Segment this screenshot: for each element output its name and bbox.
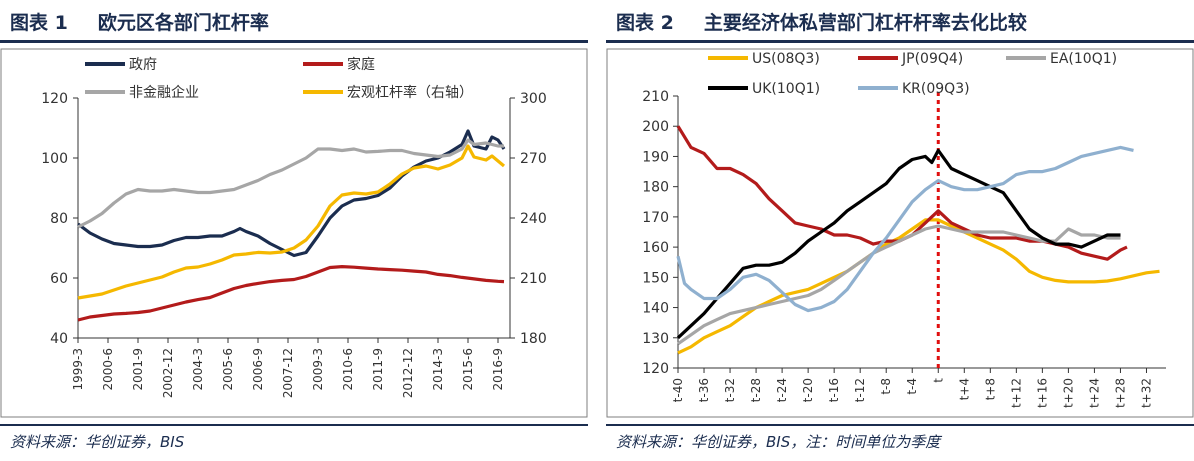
chart-1-x-tick-label: 2004-3 — [191, 348, 205, 391]
chart-1-legend-label-1: 家庭 — [347, 56, 375, 73]
chart-2-x-tick-label: t-8 — [879, 378, 893, 395]
chart-1-x-tick-label: 2002-12 — [161, 348, 175, 398]
figure-1-label: 图表 1 — [10, 12, 68, 34]
chart-2-y-tick-label: 150 — [642, 270, 669, 286]
figure-1-bottom-rule — [0, 424, 588, 426]
figure-2-panel: 图表 2 主要经济体私营部门杠杆杆率去化比较 120 130 140 150 160 170… — [606, 0, 1194, 461]
chart-1-series-line-3 — [77, 144, 506, 300]
chart-1-right-tick-label: 300 — [520, 91, 547, 107]
chart-2-y-tick-label: 180 — [642, 180, 669, 196]
chart-2-x-tick-label: t-28 — [749, 378, 763, 402]
chart-1-x-tick-label: 1999-3 — [71, 348, 85, 391]
chart-2-legend-label-2: EA(10Q1) — [1050, 51, 1117, 67]
chart-2-x-tick-label: t+12 — [1009, 378, 1023, 408]
chart-1-right-tick-label: 210 — [520, 271, 547, 287]
figure-2-top-rule — [606, 40, 1194, 43]
chart-2-y-tick-label: 140 — [642, 301, 669, 317]
figure-2-chart: 120 130 140 150 160 170 180 190 200 210 t-40 t-36 t-… — [606, 48, 1194, 418]
chart-1-left-tick-label: 120 — [41, 91, 68, 107]
chart-2-x-tick-label: t — [931, 378, 945, 383]
chart-1-legend-label-3: 宏观杠杆率（右轴） — [347, 84, 473, 101]
chart-1-left-tick-label: 60 — [50, 271, 68, 287]
chart-2-x-tick-label: t-20 — [801, 378, 815, 402]
chart-2-frame — [606, 48, 1194, 418]
chart-2-y-tick-label: 160 — [642, 240, 669, 256]
chart-1-series-line-0 — [77, 129, 506, 258]
chart-2-x-tick-label: t+20 — [1061, 378, 1075, 408]
chart-2-series-line-0 — [677, 218, 1160, 355]
figure-1-source: 资料来源：华创证券，BIS — [10, 433, 185, 451]
chart-2-x-tick-label: t+16 — [1035, 378, 1049, 408]
chart-2-x-tick-label: t+4 — [957, 378, 971, 400]
chart-1-x-tick-label: 2015-6 — [461, 348, 475, 391]
chart-2-y-tick-label: 120 — [642, 361, 669, 377]
chart-2-x-tick-label: t-4 — [905, 378, 919, 395]
chart-2-y-tick-label: 190 — [642, 149, 669, 165]
chart-2-x-tick-label: t-36 — [697, 378, 711, 402]
chart-2-legend-label-0: US(08Q3) — [752, 51, 820, 67]
chart-2-y-tick-label: 210 — [642, 89, 669, 105]
chart-1-series-line-2 — [77, 138, 504, 229]
chart-1-legend-label-0: 政府 — [129, 57, 157, 73]
chart-1-series-line-1 — [77, 265, 505, 322]
chart-2-x-tick-label: t-24 — [775, 378, 789, 402]
figure-2-title-text: 主要经济体私营部门杠杆杆率去化比较 — [703, 12, 1027, 34]
chart-1-x-tick-label: 2005-6 — [221, 348, 235, 391]
figure-2-label: 图表 2 — [616, 12, 674, 34]
chart-1-x-tick-label: 2001-9 — [131, 348, 145, 391]
chart-1-x-tick-label: 2016-9 — [491, 348, 505, 391]
chart-1-x-tick-label: 2010-6 — [341, 348, 355, 391]
figure-1-chart: 40 60 80 100 120 180 210 240 270 300 1999-3 2000-6 2… — [0, 48, 588, 418]
chart-2-legend-label-1: JP(09Q4) — [901, 51, 963, 67]
chart-2-legend-label-3: UK(10Q1) — [752, 81, 820, 97]
chart-1-right-tick-label: 270 — [520, 151, 547, 167]
figure-1-title-text: 欧元区各部门杠杆率 — [97, 12, 269, 34]
chart-2-series-line-4 — [676, 145, 1134, 313]
chart-1-x-tick-label: 2009-3 — [311, 348, 325, 391]
chart-1-x-tick-label: 2000-6 — [101, 348, 115, 391]
chart-2-x-tick-label: t-32 — [723, 378, 737, 402]
chart-1-x-tick-label: 2006-9 — [251, 348, 265, 391]
figure-1-panel: 图表 1 欧元区各部门杠杆率 40 60 80 100 120 180 210 240 270 30… — [0, 0, 588, 461]
chart-2-series-line-3 — [676, 148, 1121, 339]
chart-2-x-tick-label: t-16 — [827, 378, 841, 402]
chart-2-y-tick-label: 200 — [642, 119, 669, 135]
figure-2-title: 图表 2 主要经济体私营部门杠杆杆率去化比较 — [616, 8, 1027, 35]
chart-1-x-tick-label: 2014-3 — [431, 348, 445, 391]
figure-2-source: 资料来源：华创证券，BIS，注：时间单位为季度 — [616, 433, 941, 451]
chart-1-left-tick-label: 100 — [41, 151, 68, 167]
chart-1-left-tick-label: 40 — [50, 331, 68, 347]
chart-1-legend-label-2: 非金融企业 — [129, 84, 199, 101]
chart-1-x-tick-label: 2007-12 — [281, 348, 295, 398]
chart-2-x-tick-label: t-12 — [853, 378, 867, 402]
chart-1-left-tick-label: 80 — [50, 211, 68, 227]
chart-1-x-tick-label: 2011-9 — [371, 348, 385, 391]
chart-1-frame — [0, 48, 588, 418]
chart-1-right-tick-label: 180 — [520, 331, 547, 347]
chart-1-right-tick-label: 240 — [520, 211, 547, 227]
chart-2-y-tick-label: 130 — [642, 331, 669, 347]
chart-2-x-tick-label: t+32 — [1139, 378, 1153, 408]
figure-1-title: 图表 1 欧元区各部门杠杆率 — [10, 8, 269, 35]
chart-1-x-tick-label: 2012-12 — [401, 348, 415, 398]
chart-2-x-tick-label: t+24 — [1087, 378, 1101, 408]
chart-2-x-tick-label: t-40 — [671, 378, 685, 402]
chart-2-legend-label-4: KR(09Q3) — [902, 81, 970, 97]
chart-2-x-tick-label: t+28 — [1113, 378, 1127, 408]
figure-2-bottom-rule — [606, 424, 1194, 426]
figure-1-top-rule — [0, 40, 588, 43]
chart-2-x-tick-label: t+8 — [983, 378, 997, 400]
chart-2-y-tick-label: 170 — [642, 210, 669, 226]
